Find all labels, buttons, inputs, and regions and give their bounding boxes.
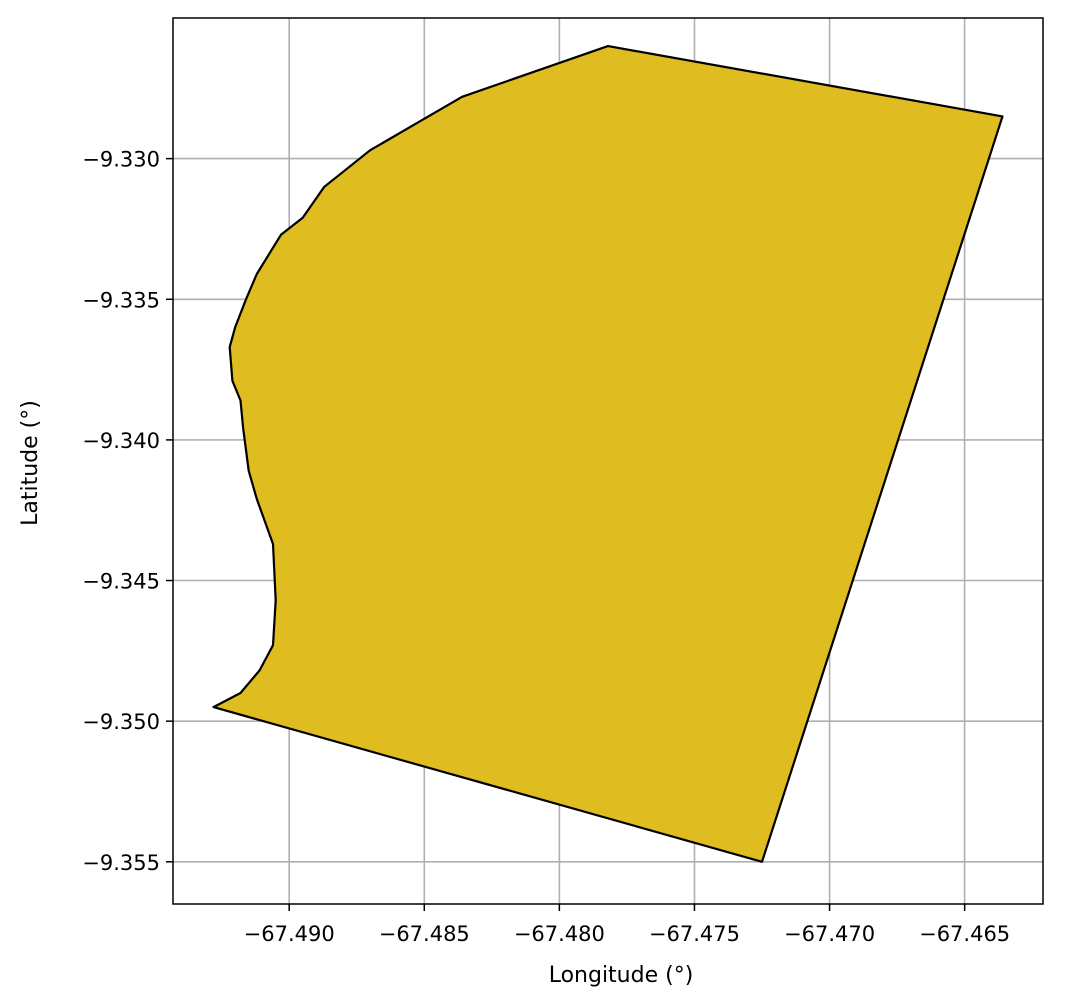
y-axis-title: Latitude (°) (18, 400, 43, 526)
x-tick-label: −67.465 (919, 922, 1010, 946)
y-tick-label: −9.350 (82, 710, 160, 734)
plot-frame (172, 17, 1044, 905)
y-axis: −9.330 −9.335 −9.340 −9.345 −9.350 −9.355 (82, 148, 173, 875)
y-tick-label: −9.330 (82, 148, 160, 172)
y-tick-label: −9.355 (82, 851, 160, 875)
x-tick-label: −67.485 (379, 922, 470, 946)
y-tick-label: −9.335 (82, 288, 160, 312)
y-tick-label: −9.345 (82, 570, 160, 594)
region-polygon (212, 44, 1004, 863)
x-axis-title: Longitude (°) (549, 963, 694, 988)
x-axis: −67.490 −67.485 −67.480 −67.475 −67.470 −67.4… (244, 904, 1010, 946)
y-tick-label: −9.340 (82, 429, 160, 453)
x-tick-label: −67.470 (784, 922, 875, 946)
map-area (212, 44, 1004, 863)
x-tick-label: −67.475 (649, 922, 740, 946)
x-tick-label: −67.480 (514, 922, 605, 946)
x-tick-label: −67.490 (244, 922, 335, 946)
